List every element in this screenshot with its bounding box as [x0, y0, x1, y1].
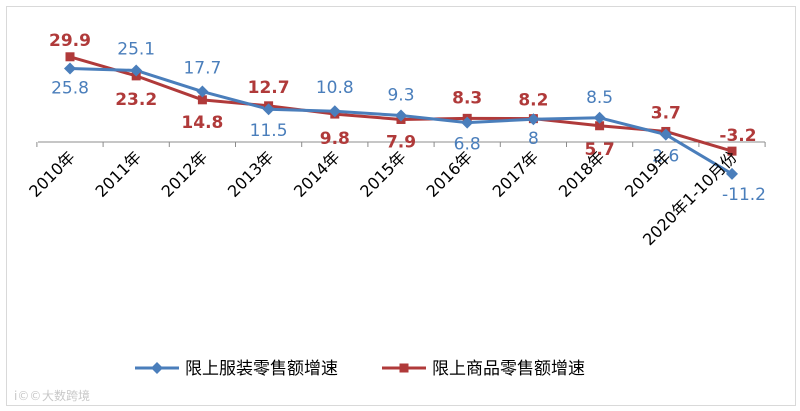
x-tick-label: 2017年: [489, 147, 543, 201]
data-label: 2.6: [652, 147, 679, 167]
data-point: [659, 128, 672, 141]
data-point: [395, 109, 407, 122]
data-label: 29.9: [49, 31, 91, 51]
data-label: 9.3: [387, 85, 414, 105]
series-markers: [64, 52, 738, 180]
data-point: [262, 103, 275, 116]
legend-label: 限上服装零售额增速: [185, 359, 338, 379]
data-point: [197, 95, 207, 105]
data-label: 11.5: [250, 121, 288, 141]
data-label: 12.7: [248, 78, 290, 98]
data-label: 9.8: [320, 129, 350, 149]
data-label: 25.8: [51, 78, 89, 98]
legend: 限上服装零售额增速 限上商品零售额增速: [135, 359, 585, 379]
x-tick-label: 2013年: [224, 147, 278, 201]
data-point: [727, 146, 737, 156]
data-point: [593, 111, 606, 124]
x-tick-label: 2010年: [25, 147, 79, 201]
data-label: -11.2: [722, 185, 766, 205]
data-point: [64, 62, 76, 75]
data-label: 8: [528, 129, 539, 149]
data-point: [595, 121, 605, 131]
x-tick-label: 2011年: [91, 147, 145, 201]
data-point: [726, 167, 738, 180]
x-axis-ticks: [36, 142, 766, 147]
legend-label: 限上商品零售额增速: [432, 359, 585, 379]
watermark-text: 大数跨境: [42, 388, 90, 403]
legend-marker: [399, 363, 409, 373]
x-tick-label: 2012年: [158, 147, 212, 201]
watermark-mark: i©©: [14, 389, 41, 403]
data-label: 25.1: [117, 39, 155, 59]
data-point: [527, 113, 540, 126]
watermark: i©© 大数跨境: [14, 388, 90, 403]
data-point: [196, 85, 209, 98]
legend-marker: [151, 362, 163, 374]
data-label: 3.7: [651, 103, 681, 123]
data-point: [461, 116, 474, 129]
data-label: 10.8: [316, 78, 354, 98]
data-point: [130, 64, 143, 77]
data-label: 8.3: [452, 88, 482, 108]
data-label: 8.5: [586, 88, 613, 108]
data-point: [328, 105, 341, 118]
x-tick-label: 2019年: [621, 147, 675, 201]
data-label: -3.2: [719, 126, 756, 146]
data-label: 5.7: [585, 140, 615, 160]
data-label: 17.7: [183, 59, 221, 79]
x-tick-label: 2015年: [356, 147, 410, 201]
data-label: 8.2: [518, 91, 548, 111]
data-label: 7.9: [386, 132, 416, 152]
data-labels: 25.8 25.1 17.7 11.5 10.8 9.3 6.8 8 8.5 2.6 -11.2 29…: [49, 31, 766, 205]
data-label: 23.2: [115, 90, 157, 110]
x-tick-label: 2016年: [422, 147, 476, 201]
x-tick-label: 2018年: [555, 147, 609, 201]
data-label: 14.8: [181, 113, 223, 133]
x-tick-label: 2014年: [290, 147, 344, 201]
data-point: [65, 52, 75, 62]
x-tick-labels: 2010年 2011年 2012年 2013年 2014年 2015年 2016年 2017年…: [25, 147, 741, 249]
data-label: 6.8: [454, 135, 481, 155]
